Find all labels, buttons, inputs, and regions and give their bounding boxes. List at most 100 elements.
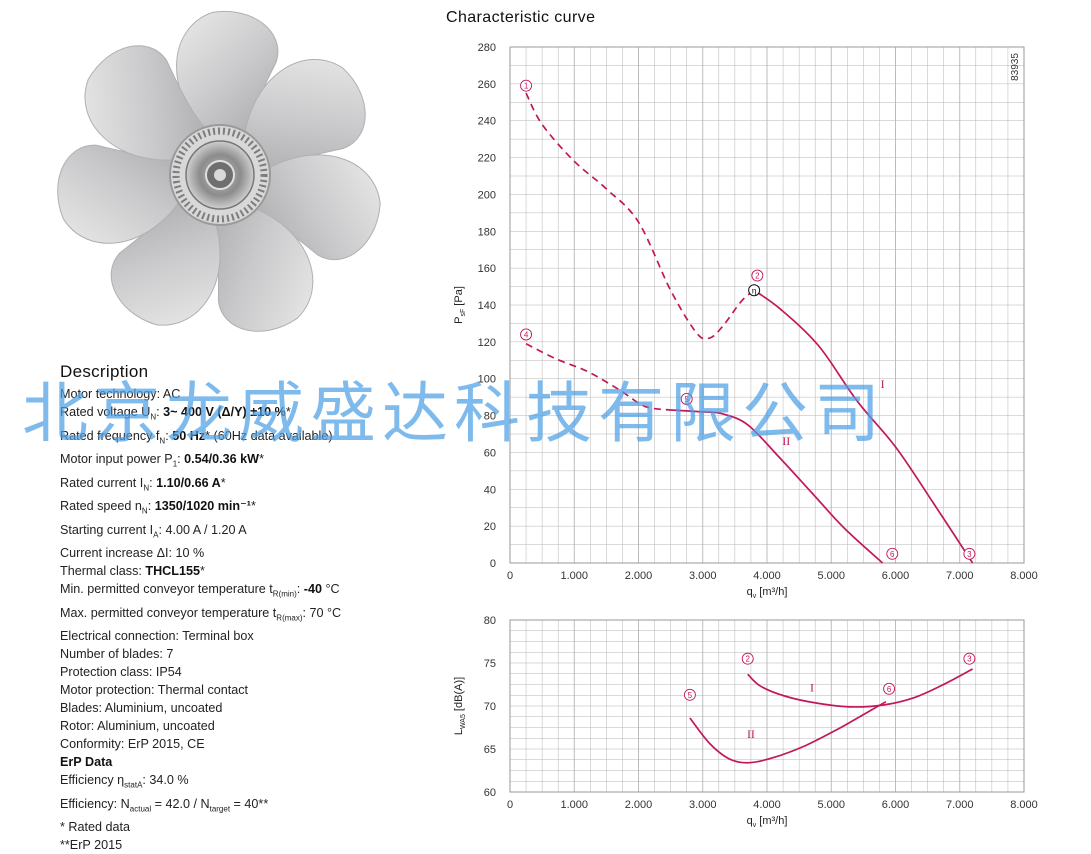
y-tick-label: 80	[484, 615, 496, 627]
operating-point-marker-circle	[963, 547, 976, 560]
text: *	[285, 405, 291, 419]
description-line: Rated voltage UN: 3~ 400 V (Δ/Y) ±10 %*	[60, 403, 341, 427]
operating-point-marker-label: 3	[967, 550, 972, 559]
text: :	[147, 499, 155, 514]
operating-point-marker-label: 5	[688, 691, 693, 700]
operating-point-marker-label: 6	[890, 550, 895, 559]
text: * (60Hz data available)	[205, 428, 333, 443]
description-line: Motor protection: Thermal contact	[60, 681, 341, 699]
x-tick-label: 7.000	[946, 570, 974, 582]
description-line: Motor input power P1: 0.54/0.36 kW*	[60, 450, 341, 474]
x-tick-label: 5.000	[817, 570, 845, 582]
x-tick-label: 6.000	[882, 570, 910, 582]
value-bold: 0.54/0.36 kW	[184, 452, 260, 467]
x-tick-label: 8.000	[1010, 799, 1038, 811]
plot-frame	[509, 46, 1025, 564]
x-tick-label: 2.000	[625, 570, 653, 582]
y-axis-label-part: sF	[460, 309, 467, 317]
y-tick-label: 80	[484, 411, 496, 423]
x-tick-label: 1.000	[560, 799, 588, 811]
y-tick-label: 0	[490, 558, 496, 570]
description-line: Rated speed nN: 1350/1020 min⁻¹*	[60, 497, 341, 521]
description-line: Efficiency ηstatA: 34.0 %	[60, 771, 341, 795]
y-tick-label: 40	[484, 484, 496, 496]
efficiency-marker-label: η	[752, 285, 757, 295]
y-tick-label: 60	[484, 447, 496, 459]
text: Protection class: IP54	[60, 665, 182, 680]
text: Rated voltage U	[60, 405, 151, 419]
text: Conformity: ErP 2015, CE	[60, 737, 205, 752]
plot-frame	[509, 619, 1025, 793]
x-axis-label-part: q	[747, 586, 753, 598]
description-section-heading: ErP Data	[60, 753, 341, 771]
operating-point-marker-label: 1	[524, 82, 529, 91]
operating-point-marker-label: 5	[684, 395, 689, 404]
subscript: statA	[124, 780, 143, 790]
x-axis-label-part: q	[747, 815, 753, 827]
text: Blades: Aluminium, uncoated	[60, 701, 223, 716]
x-tick-label: 7.000	[946, 799, 974, 811]
fan-hub-fins	[172, 127, 268, 223]
x-tick-label: 0	[507, 799, 513, 811]
operating-point-marker-circle	[520, 328, 533, 341]
y-axis-label: LWA5 [dB(A)]	[453, 677, 467, 735]
x-tick-label: 8.000	[1010, 570, 1038, 582]
value-bold: -40	[303, 582, 322, 597]
subscript: R(max)	[276, 613, 303, 623]
x-tick-label: 1.000	[560, 570, 588, 582]
y-tick-label: 180	[478, 226, 496, 238]
x-tick-label: 4.000	[753, 799, 781, 811]
description-line: Current increase ΔI: 10 %	[60, 544, 341, 562]
text: = 42.0 / N	[151, 796, 210, 811]
y-axis-label-part: P	[453, 317, 465, 324]
chart-section-title: Characteristic curve	[446, 9, 596, 26]
value-bold: 50 Hz	[172, 428, 206, 443]
text: °C	[322, 582, 340, 597]
subscript: R(min)	[272, 589, 297, 599]
y-tick-label: 160	[478, 263, 496, 275]
operating-point-marker-label: 6	[887, 685, 892, 694]
fan-product-image	[57, 10, 381, 332]
curve-label: II	[782, 434, 790, 448]
x-axis-label-part: v	[753, 822, 757, 829]
x-tick-label: 2.000	[625, 799, 653, 811]
y-axis-label-part: [Pa]	[453, 286, 465, 309]
curve-label: I	[810, 680, 814, 694]
text: = 40**	[230, 796, 269, 811]
subscript: N	[143, 483, 150, 493]
curve-ii-solid	[670, 409, 884, 564]
operating-point-marker-label: 2	[745, 655, 750, 664]
curve-label: II	[747, 727, 755, 741]
text: *	[199, 564, 205, 579]
operating-point-marker-circle	[680, 393, 693, 405]
x-tick-label: 6.000	[882, 799, 910, 811]
subscript: N	[159, 436, 166, 446]
y-tick-label: 260	[478, 79, 496, 91]
efficiency-marker-circle	[748, 284, 761, 297]
text: Motor technology: AC	[60, 387, 181, 401]
value-bold: 3~ 400 V (Δ/Y) ±10 %	[163, 405, 286, 419]
text: Motor input power P	[60, 452, 173, 467]
y-tick-label: 220	[478, 153, 496, 165]
text: Efficiency η	[60, 773, 125, 788]
subscript: actual	[129, 804, 152, 814]
operating-point-marker-circle	[886, 547, 899, 560]
x-tick-label: 5.000	[817, 799, 845, 811]
y-tick-label: 240	[478, 116, 496, 128]
y-tick-label: 140	[478, 300, 496, 312]
x-axis-label-part: [m³/h]	[756, 586, 787, 598]
text: Efficiency: N	[60, 796, 130, 811]
text: :	[165, 428, 173, 443]
text: : 70 °C	[302, 605, 342, 620]
text: Number of blades: 7	[60, 647, 174, 662]
sound-power-chart: 0 1.000 2.000 3.000 4.000 5.000 6.000 7.000 8.00…	[453, 615, 1038, 829]
description-line: Thermal class: THCL155*	[60, 562, 341, 580]
description-line: Rated frequency fN: 50 Hz* (60Hz data av…	[60, 427, 341, 451]
description-line: Max. permitted conveyor temperature tR(m…	[60, 604, 341, 628]
text: *	[250, 499, 256, 514]
x-axis-label-part: v	[753, 593, 757, 600]
y-tick-label: 65	[484, 744, 496, 756]
text: * Rated data	[60, 820, 131, 835]
y-tick-label: 280	[478, 42, 496, 54]
y-axis-label-part: WA5	[460, 714, 467, 729]
